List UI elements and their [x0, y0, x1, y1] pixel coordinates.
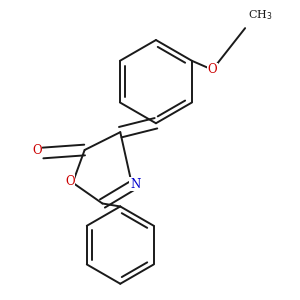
Text: N: N — [130, 178, 140, 191]
Text: O: O — [32, 143, 42, 157]
Text: CH$_3$: CH$_3$ — [248, 8, 273, 22]
Text: O: O — [65, 175, 75, 188]
Text: O: O — [208, 63, 217, 76]
